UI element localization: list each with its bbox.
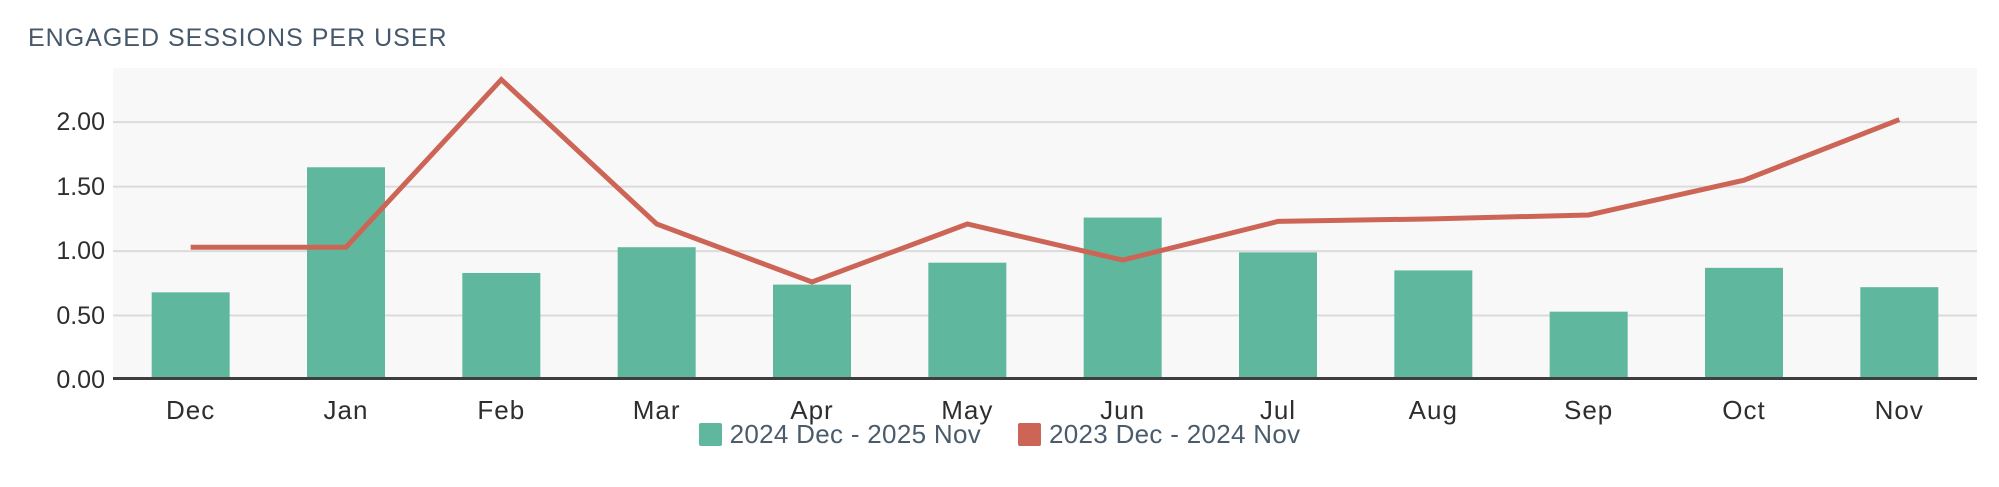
- bar-Aug: [1394, 270, 1473, 380]
- legend: 2024 Dec - 2025 Nov 2023 Dec - 2024 Nov: [0, 419, 1999, 449]
- x-tick-label-Apr: Apr: [790, 395, 834, 425]
- chart-title: ENGAGED SESSIONS PER USER: [28, 24, 448, 52]
- bar-Jul: [1239, 252, 1317, 380]
- x-tick-label-Oct: Oct: [1722, 395, 1766, 425]
- bar-Nov: [1860, 287, 1939, 380]
- trend-line: [190, 76, 1901, 285]
- y-tick-label: 1.50: [56, 172, 105, 201]
- x-tick-label-Jul: Jul: [1259, 395, 1297, 425]
- x-tick-label-Sep: Sep: [1563, 395, 1614, 425]
- y-tick-label: 2.00: [56, 108, 105, 137]
- bar-series-swatch-icon: [698, 422, 722, 446]
- bar-Mar: [617, 247, 696, 380]
- x-tick-label-Nov: Nov: [1874, 395, 1924, 425]
- y-axis-labels: 0.00 0.50 1.00 1.50 2.00: [0, 0, 105, 487]
- bar-Dec: [151, 292, 230, 380]
- bar-Sep: [1549, 311, 1628, 380]
- x-tick-label-Mar: Mar: [632, 395, 681, 425]
- bar-Oct: [1705, 267, 1783, 380]
- legend-label-bar-series: 2024 Dec - 2025 Nov: [729, 419, 981, 449]
- line-series-swatch-icon: [1018, 422, 1041, 446]
- legend-item-line-series: 2023 Dec - 2024 Nov: [1018, 419, 1300, 449]
- legend-item-bar-series: 2024 Dec - 2025 Nov: [698, 419, 981, 449]
- bar-Apr: [773, 284, 851, 380]
- bar-Jun: [1083, 217, 1162, 380]
- plot-area: [113, 68, 1977, 380]
- x-tick-label-May: May: [941, 395, 994, 425]
- x-tick-label-Jun: Jun: [1100, 395, 1146, 425]
- y-tick-label: 0.50: [56, 301, 105, 330]
- legend-label-line-series: 2023 Dec - 2024 Nov: [1049, 419, 1301, 449]
- bar-Feb: [462, 272, 541, 380]
- x-tick-label-Jan: Jan: [323, 395, 369, 425]
- y-tick-label: 0.00: [56, 366, 105, 394]
- x-tick-label-Dec: Dec: [166, 395, 216, 425]
- x-tick-label-Aug: Aug: [1408, 395, 1458, 425]
- x-tick-label-Feb: Feb: [477, 395, 526, 425]
- bar-Jan: [307, 167, 385, 380]
- bar-May: [928, 262, 1007, 380]
- y-tick-label: 1.00: [56, 237, 105, 266]
- x-axis-labels: Dec Jan Feb Mar Apr May Jun Jul Aug Sep Oct Nov: [113, 394, 1977, 426]
